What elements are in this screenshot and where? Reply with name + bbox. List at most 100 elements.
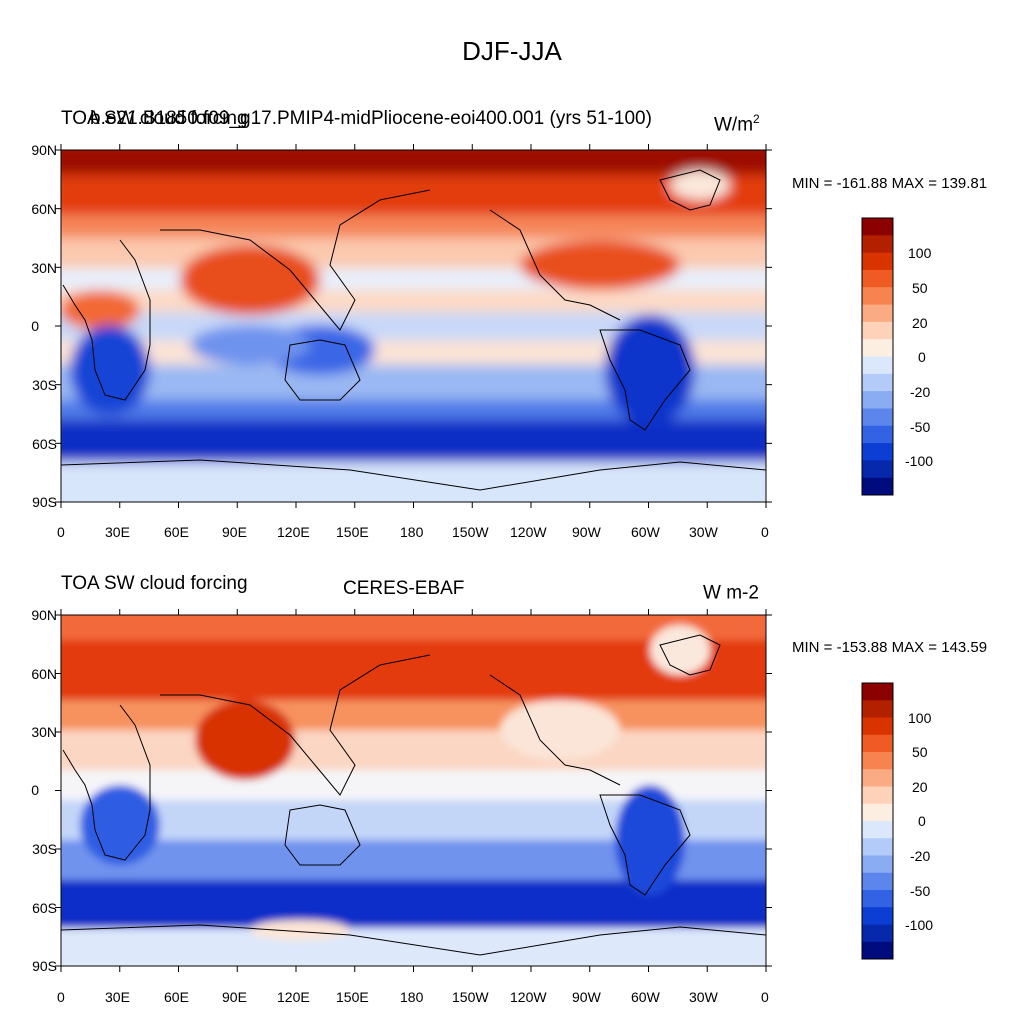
colorbar-label: -50 bbox=[910, 883, 931, 899]
x-tick-label: 30W bbox=[689, 989, 718, 1005]
y-tick-label: 0 bbox=[31, 782, 39, 798]
colorbar-swatch bbox=[862, 373, 893, 392]
panel1-left-title: TOA SW cloud forcing bbox=[61, 108, 248, 129]
colorbar-swatch bbox=[862, 872, 893, 891]
x-tick-label: 0 bbox=[761, 989, 769, 1005]
x-tick-label: 60E bbox=[164, 989, 189, 1005]
colorbar-swatch bbox=[862, 717, 893, 736]
colorbar-swatch bbox=[862, 304, 893, 323]
colorbar-swatch bbox=[862, 339, 893, 357]
colorbar-frame bbox=[861, 217, 894, 496]
panel2-map bbox=[55, 609, 772, 972]
x-tick-label: 150E bbox=[336, 524, 369, 540]
colorbar-swatch bbox=[862, 924, 893, 943]
x-tick-label: 150E bbox=[336, 989, 369, 1005]
colorbar-label: 20 bbox=[912, 315, 928, 331]
colorbar-swatch bbox=[862, 425, 893, 444]
x-tick-label: 90W bbox=[572, 989, 601, 1005]
page-title: DJF-JJA bbox=[462, 36, 562, 66]
colorbar1 bbox=[861, 217, 894, 496]
panel2-coastlines bbox=[61, 634, 766, 956]
y-tick-label: 90S bbox=[32, 958, 57, 974]
colorbar-swatch bbox=[862, 443, 893, 461]
colorbar-swatch bbox=[862, 391, 893, 409]
colorbar-swatch bbox=[862, 321, 893, 340]
colorbar-label: -20 bbox=[910, 384, 931, 400]
x-tick-label: 30W bbox=[689, 524, 718, 540]
y-tick-label: 60N bbox=[31, 201, 57, 217]
colorbar-swatch bbox=[862, 235, 893, 254]
colorbar-label: -100 bbox=[905, 453, 934, 469]
y-tick-label: 90S bbox=[32, 494, 57, 510]
x-tick-label: 0 bbox=[761, 524, 769, 540]
x-tick-label: 150W bbox=[452, 989, 489, 1005]
colorbar-swatch bbox=[862, 269, 893, 288]
panel2-left-title: TOA SW cloud forcing bbox=[61, 573, 248, 594]
y-tick-label: 60N bbox=[31, 666, 57, 682]
colorbar-swatch bbox=[862, 786, 893, 805]
colorbar-swatch bbox=[862, 821, 893, 839]
colorbar-frame bbox=[861, 682, 894, 960]
colorbar-swatch bbox=[862, 941, 893, 960]
colorbar-label: 50 bbox=[912, 280, 928, 296]
colorbar-swatch bbox=[862, 218, 893, 236]
x-tick-label: 180 bbox=[400, 524, 424, 540]
y-tick-label: 60S bbox=[32, 436, 57, 452]
y-tick-label: 30N bbox=[31, 724, 57, 740]
y-tick-label: 30N bbox=[31, 260, 57, 276]
x-tick-label: 150W bbox=[452, 524, 489, 540]
colorbar-swatch bbox=[862, 752, 893, 770]
colorbar-swatch bbox=[862, 803, 893, 822]
colorbar-label: -100 bbox=[905, 917, 934, 933]
colorbar-label: 50 bbox=[912, 744, 928, 760]
panel1-field bbox=[61, 150, 766, 502]
y-tick-label: 30S bbox=[32, 841, 57, 857]
x-tick-label: 0 bbox=[57, 524, 65, 540]
x-tick-label: 30E bbox=[105, 989, 130, 1005]
x-tick-label: 0 bbox=[57, 989, 65, 1005]
colorbar-swatch bbox=[862, 683, 893, 701]
colorbar-label: -50 bbox=[910, 419, 931, 435]
panel1-center-title: b.e21.B1850.f09_g17.PMIP4-midPliocene-eo… bbox=[90, 108, 652, 129]
panel1-map bbox=[55, 144, 772, 508]
colorbar-swatch bbox=[862, 477, 893, 496]
x-tick-label: 120W bbox=[510, 524, 547, 540]
panel2-ticks bbox=[55, 609, 772, 972]
colorbar-swatch bbox=[862, 769, 893, 787]
colorbar-swatch bbox=[862, 700, 893, 718]
colorbar-swatch bbox=[862, 855, 893, 874]
colorbar-swatch bbox=[862, 460, 893, 479]
x-tick-label: 60W bbox=[631, 989, 660, 1005]
colorbar-label: 100 bbox=[908, 245, 932, 261]
x-tick-label: 60E bbox=[164, 524, 189, 540]
colorbar-swatch bbox=[862, 890, 893, 908]
colorbar-label: 0 bbox=[918, 813, 926, 829]
x-tick-label: 120E bbox=[277, 524, 310, 540]
colorbar-swatch bbox=[862, 252, 893, 271]
panel2-stats: MIN = -153.88 MAX = 143.59 bbox=[792, 639, 988, 656]
y-tick-label: 30S bbox=[32, 377, 57, 393]
x-tick-label: 120E bbox=[277, 989, 310, 1005]
x-tick-label: 60W bbox=[631, 524, 660, 540]
panel2-units: W m-2 bbox=[703, 582, 759, 604]
colorbar-swatch bbox=[862, 907, 893, 925]
x-tick-label: 120W bbox=[510, 989, 547, 1005]
colorbar-label: 20 bbox=[912, 779, 928, 795]
y-tick-label: 60S bbox=[32, 900, 57, 916]
panel2-field bbox=[61, 615, 766, 966]
panel1-stats: MIN = -161.88 MAX = 139.81 bbox=[792, 175, 988, 192]
y-tick-label: 90N bbox=[31, 607, 57, 623]
x-tick-label: 90W bbox=[572, 524, 601, 540]
x-tick-label: 180 bbox=[400, 989, 424, 1005]
panel1-units: W/m2 bbox=[714, 112, 760, 136]
colorbar-swatch bbox=[862, 838, 893, 856]
panel2-center-title: CERES-EBAF bbox=[343, 578, 465, 599]
panel1-ticks bbox=[55, 144, 772, 508]
panel1-coastlines bbox=[61, 169, 766, 491]
colorbar-swatch bbox=[862, 734, 893, 753]
colorbar-label: 0 bbox=[918, 349, 926, 365]
colorbar-swatch bbox=[862, 356, 893, 375]
y-tick-label: 90N bbox=[31, 142, 57, 158]
x-tick-label: 90E bbox=[222, 524, 247, 540]
